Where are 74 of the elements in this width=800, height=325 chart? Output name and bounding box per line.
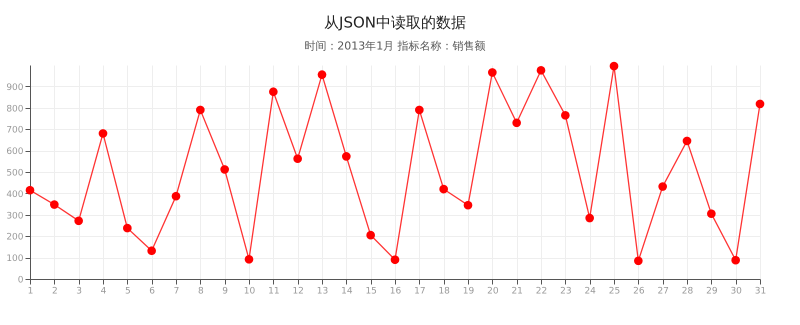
x-tick-label: 2 <box>52 286 58 296</box>
x-tick-label: 27 <box>657 286 669 296</box>
point <box>366 230 375 240</box>
point <box>488 68 497 77</box>
x-tick-label: 23 <box>560 286 572 296</box>
x-tick-label: 17 <box>414 286 426 296</box>
x-tick-label: 22 <box>536 286 548 296</box>
y-tick-label: 900 <box>6 82 24 93</box>
y-tick-label: 600 <box>6 147 24 158</box>
x-tick-label: 15 <box>365 286 377 296</box>
point <box>561 110 570 120</box>
point <box>439 184 448 194</box>
y-tick-label: 800 <box>6 104 24 114</box>
point <box>390 255 400 264</box>
x-tick-label: 24 <box>584 286 596 296</box>
point <box>147 246 156 256</box>
point <box>244 254 254 264</box>
x-tick-label: 25 <box>608 286 620 296</box>
point <box>464 200 472 210</box>
y-tick-label: 200 <box>6 232 24 243</box>
x-tick-label: 12 <box>292 286 304 296</box>
point <box>50 200 59 209</box>
point <box>74 216 83 226</box>
y-tick-label: 500 <box>6 168 24 178</box>
y-tick-label: 400 <box>6 190 24 200</box>
point <box>26 186 34 195</box>
x-tick-label: 7 <box>174 286 180 296</box>
point <box>269 87 278 96</box>
point <box>682 136 692 146</box>
x-tick-label: 21 <box>511 286 523 296</box>
point <box>220 165 229 174</box>
point <box>293 154 302 164</box>
x-tick-label: 26 <box>633 286 645 296</box>
point <box>318 70 326 79</box>
x-tick-label: 11 <box>268 286 280 296</box>
x-tick-label: 29 <box>706 286 718 296</box>
point <box>415 106 424 114</box>
x-tick-label: 19 <box>462 286 474 296</box>
chart-subtitle: 时间：2013年1月 指标名称：销售额 <box>304 40 486 53</box>
x-tick-label: 10 <box>244 286 256 296</box>
y-tick-label: 0 <box>18 276 24 286</box>
point <box>536 66 546 75</box>
x-tick-label: 8 <box>198 286 204 296</box>
x-tick-label: 14 <box>341 286 353 296</box>
x-tick-label: 31 <box>754 286 766 296</box>
point <box>634 256 643 266</box>
chart-title: 从JSON中读取的数据 <box>324 14 466 32</box>
point <box>585 214 594 222</box>
x-tick-label: 5 <box>124 286 131 296</box>
x-tick-label: 9 <box>222 286 228 296</box>
y-tick-label: 100 <box>6 254 24 264</box>
point <box>610 62 618 70</box>
point <box>342 152 351 161</box>
y-tick-label: 300 <box>6 211 24 222</box>
point <box>98 129 108 138</box>
point <box>707 209 716 218</box>
x-tick-label: 20 <box>487 286 499 296</box>
point <box>731 256 740 264</box>
x-tick-label: 13 <box>316 286 328 296</box>
point <box>658 182 667 191</box>
x-tick-label: 6 <box>149 286 156 296</box>
point <box>196 106 205 114</box>
x-tick-label: 30 <box>730 286 742 296</box>
x-tick-label: 18 <box>438 286 450 296</box>
x-tick-label: 4 <box>100 286 107 296</box>
x-tick-label: 3 <box>76 286 82 296</box>
x-tick-label: 28 <box>682 286 694 296</box>
y-tick-label: 700 <box>6 126 24 136</box>
point <box>172 192 180 201</box>
x-tick-label: 1 <box>28 286 34 296</box>
x-tick-label: 16 <box>390 286 402 296</box>
point <box>123 224 132 232</box>
point <box>512 118 521 128</box>
point <box>756 100 764 108</box>
